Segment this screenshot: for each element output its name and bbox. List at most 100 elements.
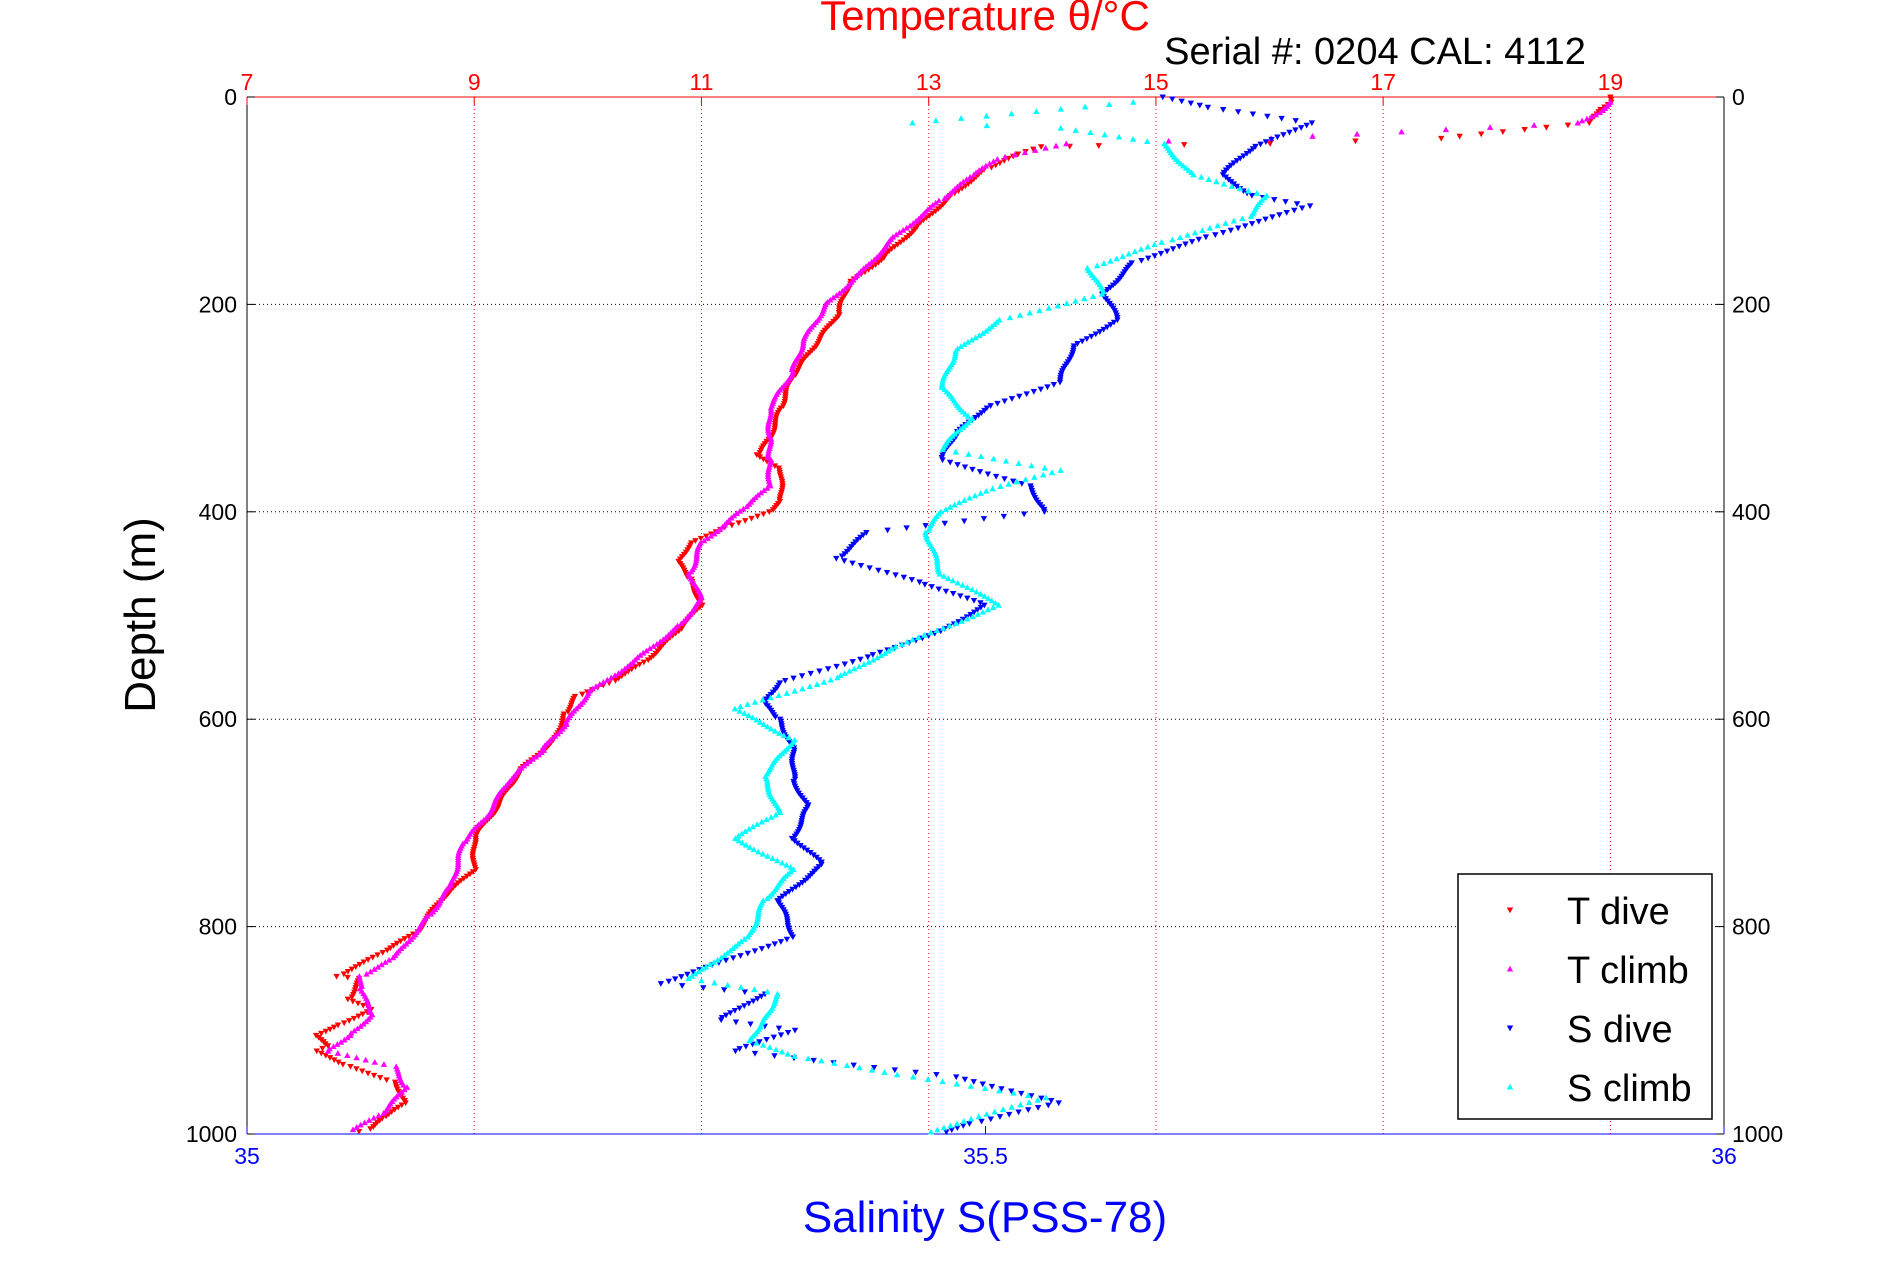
data-point	[837, 672, 844, 679]
data-point	[735, 520, 742, 527]
data-point	[839, 287, 846, 294]
data-point	[1234, 225, 1242, 232]
data-point	[1269, 214, 1276, 221]
data-point	[820, 678, 828, 685]
data-point	[935, 197, 943, 204]
data-point	[711, 530, 718, 537]
data-point	[799, 879, 806, 886]
data-point	[841, 558, 848, 565]
data-point	[685, 975, 692, 982]
data-point	[988, 1083, 996, 1090]
data-point	[754, 913, 762, 920]
data-point	[1212, 232, 1219, 238]
data-point	[1031, 474, 1038, 480]
data-point	[1057, 105, 1065, 112]
data-point	[946, 622, 953, 629]
data-point	[968, 586, 976, 593]
data-point	[990, 455, 997, 462]
data-point	[772, 1046, 780, 1053]
data-point	[1352, 138, 1359, 145]
depth-tick-label-right: 800	[1732, 914, 1770, 940]
data-point	[727, 947, 734, 954]
data-point	[732, 1048, 739, 1055]
data-point	[1101, 131, 1108, 138]
data-point	[894, 241, 901, 248]
data-point	[897, 239, 904, 246]
data-point	[748, 515, 755, 522]
data-point	[322, 1052, 329, 1059]
data-point	[1308, 120, 1316, 127]
data-point	[1214, 222, 1221, 229]
data-point	[978, 410, 985, 417]
data-point	[339, 1061, 347, 1068]
data-point	[966, 494, 973, 501]
data-point	[1036, 307, 1043, 314]
data-point	[1138, 258, 1145, 264]
data-point	[797, 842, 804, 849]
data-point	[777, 1032, 785, 1039]
data-point	[908, 577, 916, 583]
data-point	[1477, 131, 1485, 138]
data-point	[455, 849, 462, 856]
data-point	[921, 631, 928, 638]
data-point	[1243, 151, 1251, 157]
data-point	[884, 527, 891, 534]
data-point	[784, 1050, 792, 1057]
data-point	[964, 615, 971, 622]
data-point	[1015, 1109, 1022, 1116]
data-point	[810, 1057, 817, 1064]
data-point	[1072, 297, 1079, 304]
data-point	[400, 1081, 407, 1088]
data-point	[1025, 1099, 1033, 1105]
data-point	[977, 453, 985, 460]
depth-tick-label-right: 200	[1732, 291, 1770, 317]
data-point	[660, 636, 667, 643]
data-point	[830, 294, 837, 301]
data-point	[846, 667, 853, 674]
data-point	[750, 998, 757, 1005]
data-point	[1234, 109, 1242, 116]
data-point	[330, 1043, 337, 1050]
data-point	[798, 673, 806, 680]
data-point	[1095, 143, 1102, 149]
sal-tick-label: 36	[1711, 1143, 1737, 1169]
data-point	[1017, 1101, 1024, 1108]
data-point	[758, 946, 766, 952]
data-point	[742, 828, 749, 834]
data-point	[940, 624, 947, 631]
data-point	[1442, 126, 1450, 133]
data-point	[344, 969, 352, 975]
data-point	[760, 1041, 767, 1048]
data-point	[763, 458, 771, 465]
data-point	[958, 185, 966, 192]
data-point	[714, 956, 721, 963]
data-point	[978, 1118, 985, 1125]
data-point	[860, 661, 868, 667]
data-point	[981, 602, 988, 609]
data-point	[970, 1079, 977, 1085]
data-point	[375, 1112, 382, 1119]
legend-label: T climb	[1567, 950, 1689, 992]
data-point	[933, 627, 941, 634]
data-point	[1131, 248, 1139, 255]
data-point	[1257, 141, 1264, 148]
data-point	[711, 979, 718, 986]
data-point	[1195, 236, 1203, 243]
data-point	[900, 574, 908, 581]
data-point	[1104, 324, 1111, 331]
data-point	[1262, 216, 1269, 223]
data-point	[380, 1061, 388, 1067]
legend-marker	[1506, 1083, 1514, 1090]
data-point	[535, 751, 542, 758]
data-point	[333, 973, 340, 980]
data-point	[986, 160, 993, 167]
data-point	[883, 570, 891, 576]
data-point	[896, 229, 903, 236]
data-point	[1000, 158, 1008, 164]
data-point	[526, 758, 533, 764]
data-point	[799, 341, 807, 348]
data-point	[1574, 119, 1581, 126]
data-point	[864, 654, 872, 661]
data-point	[359, 1068, 366, 1075]
data-point	[804, 1055, 812, 1062]
